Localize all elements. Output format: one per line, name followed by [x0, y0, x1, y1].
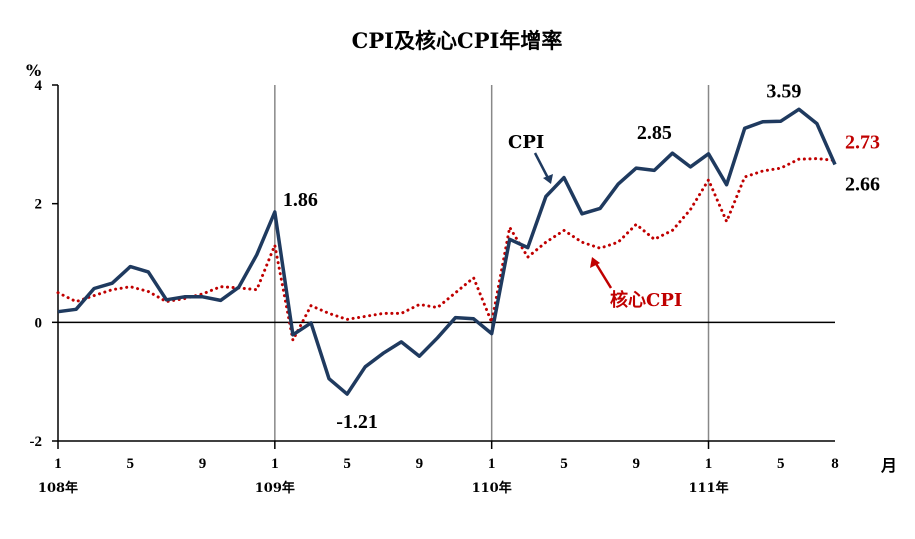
series-labels: CPI 核心CPI: [508, 132, 682, 311]
x-tick-label: 8: [831, 456, 839, 472]
x-tick-label: 1: [705, 456, 713, 472]
data-label: 2.66: [845, 174, 880, 196]
y-tick-label: 4: [35, 78, 43, 94]
year-label: 111年: [688, 480, 728, 496]
series-label-core-cpi: 核心CPI: [610, 289, 682, 311]
x-tick-label: 5: [560, 456, 568, 472]
x-tick-label: 5: [127, 456, 135, 472]
core-arrow: [593, 261, 613, 289]
y-unit-label: %: [26, 61, 41, 80]
year-dividers: [274, 85, 710, 441]
data-label: -1.21: [336, 411, 378, 433]
series-line-core-cpi: [56, 157, 837, 345]
data-annotations: 1.86 -1.21 2.85 3.59 2.73 2.66: [283, 80, 880, 433]
cpi-arrowhead: [543, 174, 553, 184]
series-label-cpi: CPI: [508, 132, 544, 153]
year-labels: 108年 109年 110年 111年: [38, 480, 729, 496]
core-arrowhead: [590, 257, 600, 268]
y-tick-label: 0: [35, 315, 43, 331]
y-tick-label: -2: [30, 434, 43, 450]
x-tick-label: 9: [416, 456, 424, 472]
y-ticks: 4 2 0 -2: [30, 78, 58, 450]
series-line-cpi: [57, 107, 837, 396]
x-tick-label: 1: [271, 456, 279, 472]
x-tick-label: 9: [632, 456, 640, 472]
x-tick-label: 5: [343, 456, 351, 472]
data-label: 1.86: [283, 189, 318, 211]
chart-title: CPI及核心CPI年增率: [352, 28, 563, 53]
year-label: 108年: [38, 480, 78, 496]
x-ticks: 1 5 9 1 5 9 1 5 9 1 5 8: [54, 441, 839, 472]
y-tick-label: 2: [35, 197, 43, 213]
x-tick-label: 9: [199, 456, 207, 472]
x-unit-label: 月: [880, 456, 897, 475]
year-label: 110年: [472, 480, 512, 496]
data-label: 2.85: [637, 122, 672, 144]
x-tick-label: 5: [777, 456, 785, 472]
x-tick-label: 1: [488, 456, 496, 472]
cpi-arrow: [533, 152, 551, 181]
data-label: 3.59: [766, 80, 801, 102]
year-label: 109年: [255, 480, 295, 496]
x-tick-label: 1: [54, 456, 62, 472]
data-label: 2.73: [845, 131, 880, 153]
